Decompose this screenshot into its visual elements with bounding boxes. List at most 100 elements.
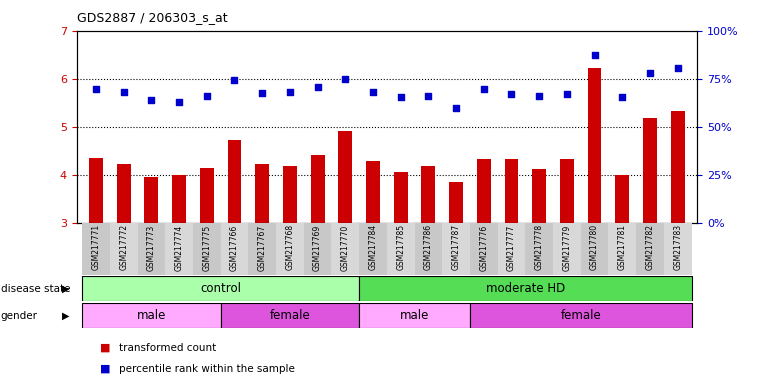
Bar [221,223,248,275]
Text: GDS2887 / 206303_s_at: GDS2887 / 206303_s_at [77,12,228,25]
Bar [615,175,629,223]
Bar [228,140,241,223]
Bar [82,223,110,275]
Text: GSM217771: GSM217771 [91,224,100,270]
Bar [359,303,470,328]
Bar [643,118,657,223]
Bar [359,276,692,301]
Text: GSM217775: GSM217775 [202,224,211,270]
Text: moderate HD: moderate HD [486,283,565,295]
Bar [608,223,636,275]
Text: disease state: disease state [1,284,70,294]
Text: GSM217787: GSM217787 [452,224,460,270]
Bar [165,223,193,275]
Bar [311,155,325,223]
Bar [221,303,359,328]
Bar [276,223,304,275]
Point [561,91,573,97]
Bar [636,223,664,275]
Bar [172,175,186,223]
Text: ▶: ▶ [62,284,70,294]
Point [506,91,518,97]
Bar [560,159,574,223]
Bar [82,276,359,301]
Bar [421,166,435,223]
Point [201,93,213,99]
Bar [671,111,685,223]
Point [312,84,324,91]
Text: GSM217773: GSM217773 [147,224,156,270]
Point [450,106,462,112]
Text: GSM217785: GSM217785 [396,224,405,270]
Text: GSM217784: GSM217784 [368,224,378,270]
Point [146,97,158,103]
Text: GSM217786: GSM217786 [424,224,433,270]
Point [616,94,628,100]
Point [394,94,407,100]
Text: male: male [136,310,166,322]
Point [478,86,490,92]
Text: GSM217766: GSM217766 [230,224,239,270]
Point [90,86,102,92]
Point [644,70,656,76]
Point [256,90,268,96]
Text: GSM217770: GSM217770 [341,224,350,270]
Text: GSM217772: GSM217772 [119,224,128,270]
Bar [449,182,463,223]
Bar [339,131,352,223]
Bar [414,223,442,275]
Text: female: female [270,310,310,322]
Text: GSM217769: GSM217769 [313,224,322,270]
Point [422,93,434,99]
Bar [82,303,221,328]
Bar [304,223,332,275]
Text: gender: gender [1,311,38,321]
Bar [470,223,498,275]
Text: GSM217767: GSM217767 [257,224,267,270]
Bar [283,166,296,223]
Text: GSM217768: GSM217768 [286,224,294,270]
Text: GSM217774: GSM217774 [175,224,184,270]
Point [228,77,241,83]
Bar [200,167,214,223]
Bar [664,223,692,275]
Text: GSM217783: GSM217783 [673,224,683,270]
Bar [255,164,269,223]
Bar [116,164,131,223]
Bar [366,161,380,223]
Bar [248,223,276,275]
Text: female: female [561,310,601,322]
Bar [477,159,491,223]
Text: ▶: ▶ [62,311,70,321]
Point [339,76,352,82]
Bar [532,169,546,223]
Point [173,99,185,105]
Text: ■: ■ [100,343,110,353]
Bar [359,223,387,275]
Text: GSM217781: GSM217781 [617,224,627,270]
Text: GSM217780: GSM217780 [590,224,599,270]
Point [367,89,379,95]
Text: control: control [200,283,241,295]
Point [117,89,129,95]
Bar [387,223,414,275]
Text: GSM217782: GSM217782 [646,224,654,270]
Bar [470,303,692,328]
Bar [525,223,553,275]
Text: GSM217779: GSM217779 [562,224,571,270]
Bar [193,223,221,275]
Text: GSM217777: GSM217777 [507,224,516,270]
Bar [89,158,103,223]
Bar [498,223,525,275]
Point [588,52,601,58]
Bar [442,223,470,275]
Text: transformed count: transformed count [119,343,216,353]
Bar [138,223,165,275]
Bar [145,177,159,223]
Point [672,65,684,71]
Bar [505,159,519,223]
Text: GSM217778: GSM217778 [535,224,544,270]
Text: ■: ■ [100,364,110,374]
Bar [588,68,601,223]
Bar [394,172,408,223]
